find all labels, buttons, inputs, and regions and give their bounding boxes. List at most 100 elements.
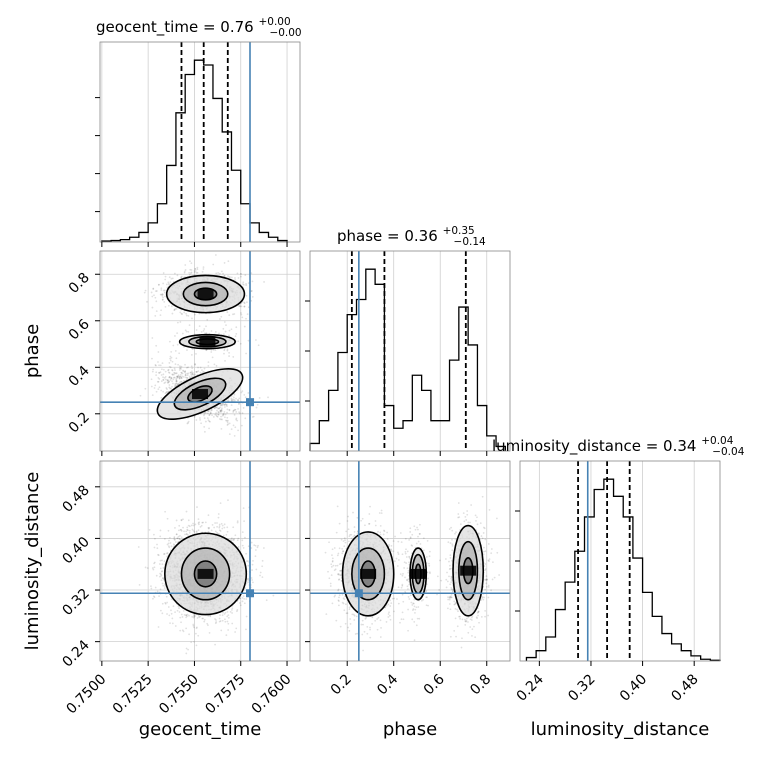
2d-geocent_time-phase-sample — [167, 282, 170, 285]
2d-geocent_time-luminosity_distance-sample — [182, 526, 184, 529]
2d-geocent_time-luminosity_distance-sample — [202, 521, 204, 524]
2d-geocent_time-luminosity_distance-sample — [182, 518, 184, 521]
2d-geocent_time-luminosity_distance-sample — [192, 616, 195, 619]
2d-geocent_time-phase-sample — [232, 313, 234, 316]
2d-geocent_time-luminosity_distance-sample — [254, 555, 257, 558]
2d-geocent_time-luminosity_distance-sample — [169, 542, 172, 544]
hist-geocent_time-frame — [99, 41, 301, 243]
2d-geocent_time-phase-sample — [151, 370, 154, 373]
2d-geocent_time-phase-sample — [223, 321, 226, 323]
2d-geocent_time-luminosity_distance-sample — [193, 640, 196, 643]
2d-geocent_time-phase-sample — [267, 396, 269, 399]
2d-geocent_time-phase-sample — [170, 377, 172, 380]
2d-geocent_time-phase-sample — [226, 405, 228, 408]
2d-geocent_time-phase-sample — [263, 281, 265, 283]
2d-geocent_time-phase-sample — [152, 368, 155, 371]
2d-geocent_time-luminosity_distance-sample — [246, 560, 249, 563]
2d-geocent_time-luminosity_distance-sample — [253, 544, 256, 547]
2d-geocent_time-luminosity_distance-sample — [188, 525, 191, 528]
2d-phase-luminosity_distance-sample — [490, 589, 493, 592]
2d-geocent_time-phase-sample — [228, 276, 230, 278]
2d-geocent_time-luminosity_distance-sample — [187, 648, 189, 651]
2d-geocent_time-phase-sample — [169, 357, 172, 360]
2d-geocent_time-phase-sample — [178, 377, 181, 380]
2d-geocent_time-phase-sample — [179, 365, 181, 367]
2d-geocent_time-phase-sample — [226, 424, 229, 426]
2d-phase-luminosity_distance-sample — [387, 616, 390, 618]
2d-geocent_time-phase-sample — [190, 372, 193, 375]
ytick-label-luminosity_distance-3: 0.48 — [59, 482, 92, 515]
2d-geocent_time-luminosity_distance-sample — [192, 524, 195, 527]
2d-geocent_time-phase-sample — [198, 325, 201, 328]
2d-geocent_time-phase-sample — [173, 309, 176, 312]
2d-geocent_time-luminosity_distance-sample — [159, 559, 162, 562]
2d-geocent_time-phase-sample — [210, 351, 213, 353]
2d-geocent_time-luminosity_distance-sample — [187, 524, 190, 527]
2d-geocent_time-phase-contour-2-2 — [156, 368, 244, 420]
2d-geocent_time-luminosity_distance-sample — [154, 537, 156, 540]
2d-geocent_time-phase-sample — [175, 380, 178, 383]
2d-geocent_time-phase-sample — [194, 268, 197, 270]
2d-geocent_time-phase-sample — [231, 398, 234, 401]
2d-geocent_time-luminosity_distance-sample — [245, 552, 248, 555]
2d-geocent_time-phase-sample — [224, 330, 227, 333]
2d-geocent_time-phase-sample — [241, 316, 244, 319]
2d-geocent_time-phase-sample — [180, 377, 183, 379]
2d-geocent_time-luminosity_distance-sample — [194, 523, 197, 526]
2d-geocent_time-phase-sample — [211, 356, 214, 359]
2d-geocent_time-luminosity_distance-sample — [166, 601, 168, 604]
2d-geocent_time-luminosity_distance-sample — [238, 602, 241, 604]
2d-geocent_time-phase-sample — [228, 422, 231, 425]
2d-phase-luminosity_distance-sample — [461, 637, 463, 640]
2d-geocent_time-luminosity_distance-sample — [190, 524, 193, 527]
2d-geocent_time-phase-sample — [226, 408, 229, 411]
2d-geocent_time-phase-sample — [195, 370, 198, 373]
2d-phase-luminosity_distance-content — [310, 461, 510, 661]
2d-geocent_time-phase-density-core-2 — [192, 389, 208, 400]
2d-geocent_time-phase-sample — [168, 365, 171, 368]
2d-geocent_time-phase-sample — [210, 409, 213, 412]
2d-geocent_time-phase-sample — [171, 369, 174, 372]
2d-geocent_time-phase-sample — [240, 424, 243, 427]
2d-geocent_time-phase-sample — [170, 356, 173, 359]
2d-phase-luminosity_distance-sample — [333, 547, 336, 549]
2d-geocent_time-phase-sample — [237, 340, 240, 343]
2d-geocent_time-phase-contour-0-0 — [193, 287, 218, 301]
2d-phase-luminosity_distance-sample — [379, 636, 382, 638]
2d-geocent_time-phase-sample — [164, 278, 167, 281]
2d-geocent_time-phase-sample — [158, 378, 161, 380]
2d-geocent_time-phase-sample — [247, 392, 250, 394]
2d-geocent_time-phase-sample — [176, 274, 179, 277]
2d-geocent_time-phase-sample — [189, 272, 192, 275]
2d-phase-luminosity_distance-sample — [353, 619, 356, 621]
2d-geocent_time-phase-sample — [194, 270, 197, 272]
2d-geocent_time-phase-sample — [218, 332, 220, 335]
2d-geocent_time-luminosity_distance-sample — [234, 534, 237, 537]
2d-geocent_time-phase-sample — [187, 314, 190, 317]
2d-geocent_time-phase-sample — [227, 275, 229, 277]
2d-phase-luminosity_distance-sample — [331, 554, 333, 557]
2d-phase-luminosity_distance-sample — [408, 556, 411, 559]
2d-geocent_time-phase-sample — [166, 388, 168, 391]
2d-geocent_time-phase-sample — [220, 404, 223, 407]
2d-geocent_time-phase-sample — [175, 382, 178, 385]
2d-geocent_time-luminosity_distance-sample — [153, 562, 155, 565]
2d-geocent_time-phase-sample — [220, 315, 223, 318]
2d-geocent_time-phase-sample — [166, 381, 169, 384]
2d-geocent_time-luminosity_distance-sample — [250, 541, 253, 544]
2d-geocent_time-phase-sample — [175, 379, 178, 382]
2d-geocent_time-phase-sample — [151, 295, 154, 298]
2d-geocent_time-luminosity_distance-sample — [222, 534, 225, 537]
2d-phase-luminosity_distance-sample — [417, 535, 419, 538]
2d-geocent_time-phase-sample — [168, 376, 171, 379]
2d-geocent_time-luminosity_distance-sample — [192, 623, 195, 626]
2d-geocent_time-phase-sample — [173, 376, 176, 379]
2d-geocent_time-luminosity_distance-panel: 0.7500 0.7525 0.7550 0.7575 0.76000.240.320.… — [59, 460, 301, 717]
2d-geocent_time-phase-sample — [238, 305, 241, 308]
2d-geocent_time-phase-sample — [193, 416, 196, 418]
2d-geocent_time-luminosity_distance-sample — [195, 626, 198, 629]
2d-geocent_time-luminosity_distance-sample — [239, 597, 242, 600]
2d-geocent_time-phase-sample — [220, 415, 222, 418]
2d-geocent_time-phase-sample — [157, 371, 160, 374]
2d-phase-luminosity_distance-sample — [364, 524, 366, 527]
